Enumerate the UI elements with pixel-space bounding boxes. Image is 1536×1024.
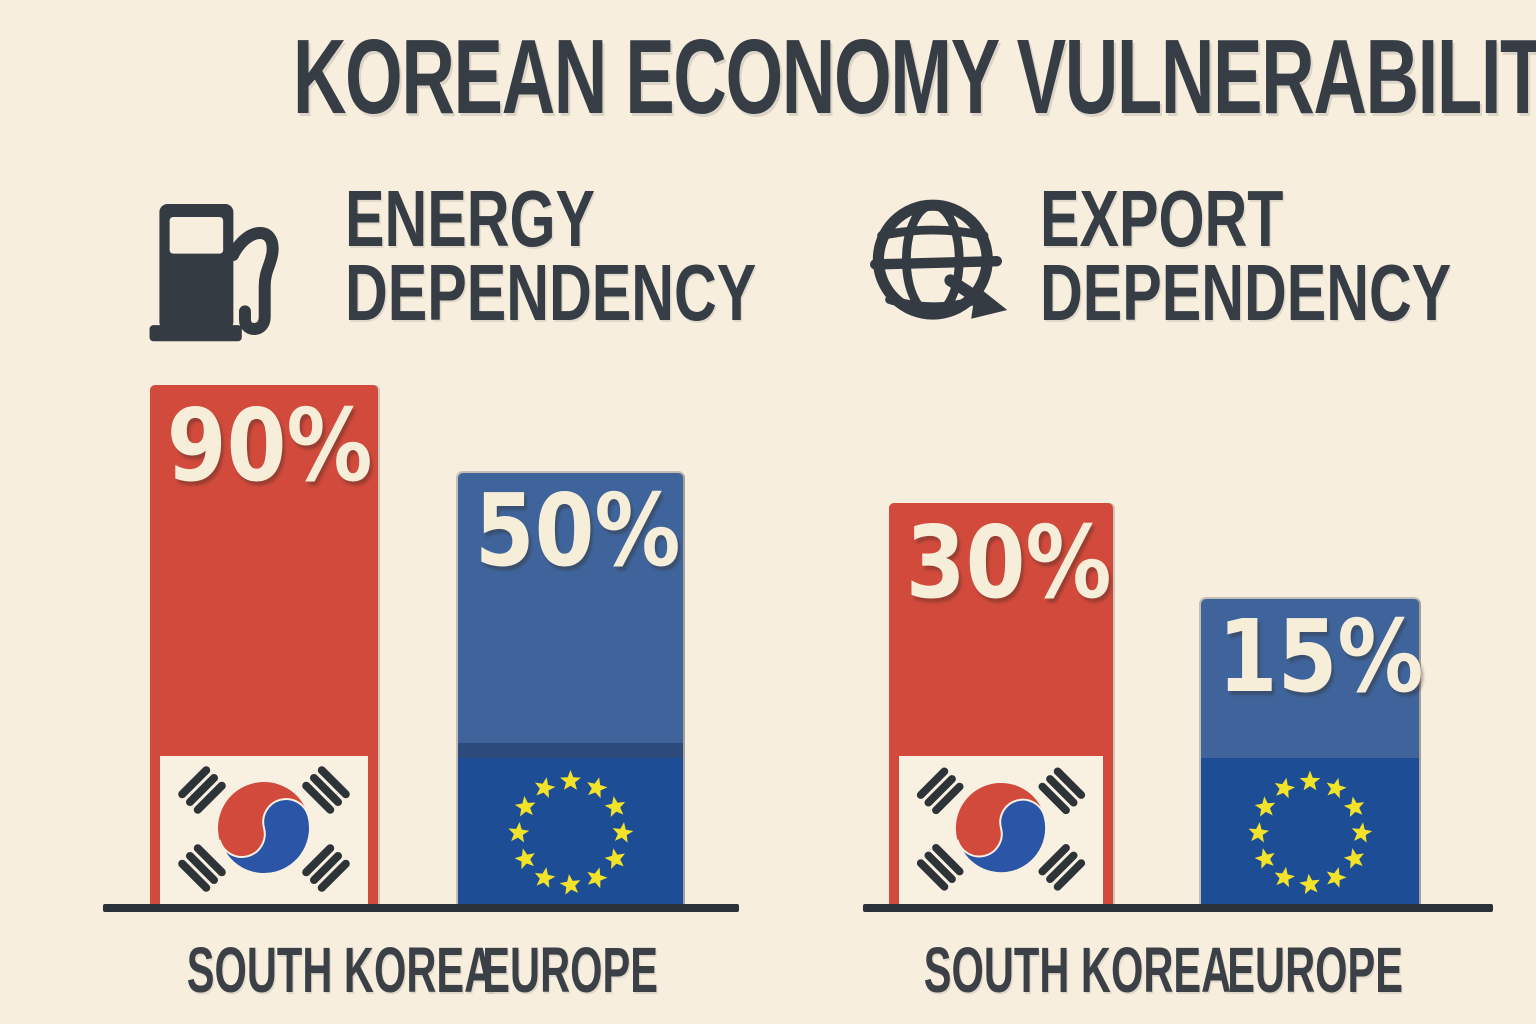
south-korea-flag — [899, 756, 1103, 908]
axis-label-export-south-korea: SOUTH KOREA — [923, 934, 1232, 1006]
value-label-energy-south-korea: 90% — [166, 387, 373, 504]
section-heading-export: EXPORT DEPENDENCY — [1040, 174, 1536, 337]
eu-flag — [458, 743, 683, 908]
bar-export-europe: 15% — [1201, 598, 1424, 908]
bar-export-south-korea: 30% — [889, 503, 1113, 908]
value-label-energy-europe: 50% — [474, 472, 681, 589]
page-title: KOREAN ECONOMY VULNERABILITIES — [292, 18, 1536, 136]
section-heading-energy: ENERGY DEPENDENCY — [345, 174, 901, 337]
globe-export-icon — [870, 199, 1008, 320]
heading-energy-line1: ENERGY — [345, 174, 596, 263]
south-korea-flag — [160, 756, 368, 908]
heading-energy-line2: DEPENDENCY — [345, 247, 757, 337]
axis-label-export-europe: EUROPE — [1227, 934, 1403, 1006]
value-label-export-south-korea: 30% — [905, 504, 1112, 621]
axis-baseline-energy — [103, 904, 739, 912]
eu-flag — [1201, 758, 1419, 908]
bar-energy-south-korea: 90% — [150, 385, 378, 908]
axis-baseline-export — [863, 904, 1493, 912]
axis-label-energy-south-korea: SOUTH KOREA — [186, 934, 495, 1006]
fuel-pump-icon — [149, 203, 279, 342]
axis-label-energy-europe: EUROPE — [482, 934, 658, 1006]
heading-export-line2: DEPENDENCY — [1040, 247, 1452, 337]
bar-energy-europe: 50% — [458, 473, 683, 908]
heading-export-line1: EXPORT — [1040, 174, 1284, 263]
value-label-export-europe: 15% — [1217, 598, 1424, 715]
